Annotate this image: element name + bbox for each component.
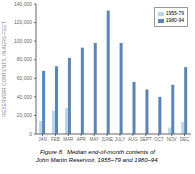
svg-text:FEB: FEB — [51, 137, 60, 142]
svg-text:0: 0 — [29, 131, 32, 137]
svg-text:80,000: 80,000 — [17, 56, 33, 62]
svg-text:RESERVOIR CONTENTS, IN ACRE-FE: RESERVOIR CONTENTS, IN ACRE-FEET — [1, 21, 7, 116]
html-text:John Martin Reservoir, 1955–79: John Martin Reservoir, 1955–79 and 1980–… — [35, 157, 160, 163]
html-text:1955-79: 1955-79 — [165, 10, 184, 16]
svg-text:40,000: 40,000 — [17, 94, 33, 100]
svg-text:140,000: 140,000 — [14, 1, 32, 7]
svg-text:SEPT: SEPT — [140, 137, 152, 142]
svg-text:20,000: 20,000 — [17, 112, 33, 118]
svg-text:JAN: JAN — [38, 137, 47, 142]
svg-text:JUNE: JUNE — [101, 137, 113, 142]
svg-text:OCT: OCT — [154, 137, 164, 142]
html-text:Figure 8. Median end-of-month: Figure 8. Median end-of-month contents o… — [40, 149, 155, 155]
svg-text:NOV: NOV — [167, 137, 177, 142]
svg-text:MAR: MAR — [63, 137, 74, 142]
svg-text:100,000: 100,000 — [14, 38, 32, 44]
svg-text:DEC: DEC — [180, 137, 190, 142]
html-text:1980-94: 1980-94 — [165, 17, 184, 23]
svg-text:JULY: JULY — [115, 137, 126, 142]
svg-text:MAY: MAY — [89, 137, 98, 142]
svg-text:60,000: 60,000 — [17, 75, 33, 81]
svg-text:120,000: 120,000 — [14, 19, 32, 25]
svg-text:APR: APR — [77, 137, 87, 142]
svg-text:AUG: AUG — [128, 137, 138, 142]
